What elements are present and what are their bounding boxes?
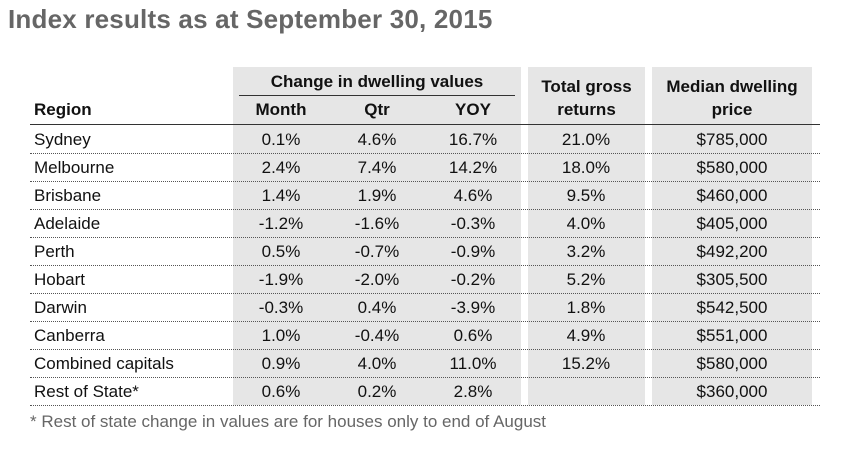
- total-gross-cell: 3.2%: [566, 242, 606, 261]
- region-cell: Brisbane: [34, 186, 102, 205]
- row-separator: [30, 405, 820, 406]
- month-cell: -1.9%: [258, 270, 304, 289]
- month-cell: 1.0%: [261, 326, 301, 345]
- median-price-cell: $360,000: [696, 382, 768, 401]
- qtr-cell: -0.4%: [354, 326, 400, 345]
- yoy-cell: 14.2%: [448, 158, 498, 177]
- change-group-header: Change in dwelling values: [270, 72, 484, 91]
- qtr-cell: -1.6%: [354, 214, 400, 233]
- table-row: Adelaide -1.2% -1.6% -0.3% 4.0% $405,000: [30, 210, 820, 238]
- month-cell: -1.2%: [258, 214, 304, 233]
- total-gross-cell: 9.5%: [566, 186, 606, 205]
- total-gross-header-line1: Total gross: [541, 77, 632, 96]
- table-row: Sydney 0.1% 4.6% 16.7% 21.0% $785,000: [30, 126, 820, 154]
- month-cell: 2.4%: [261, 158, 301, 177]
- yoy-header: YOY: [455, 100, 491, 119]
- month-cell: 0.6%: [261, 382, 301, 401]
- total-gross-cell: 5.2%: [566, 270, 606, 289]
- median-price-cell: $460,000: [696, 186, 768, 205]
- total-gross-cell: 4.0%: [566, 214, 606, 233]
- total-gross-cell: 18.0%: [561, 158, 611, 177]
- median-price-cell: $580,000: [696, 354, 768, 373]
- median-price-cell: $551,000: [696, 326, 768, 345]
- region-cell: Darwin: [34, 298, 87, 317]
- qtr-cell: -0.7%: [354, 242, 400, 261]
- footnote: * Rest of state change in values are for…: [30, 412, 546, 431]
- change-group-underline: [239, 95, 515, 96]
- qtr-cell: 0.2%: [357, 382, 397, 401]
- row-separator: [30, 349, 820, 350]
- region-cell: Combined capitals: [34, 354, 174, 373]
- yoy-cell: 4.6%: [453, 186, 493, 205]
- row-separator: [30, 209, 820, 210]
- table-row: Combined capitals 0.9% 4.0% 11.0% 15.2% …: [30, 350, 820, 378]
- month-cell: 1.4%: [261, 186, 301, 205]
- header-underline: [30, 124, 820, 125]
- yoy-cell: -0.3%: [450, 214, 496, 233]
- row-separator: [30, 181, 820, 182]
- change-values-shade: [233, 67, 521, 405]
- yoy-cell: 11.0%: [449, 354, 497, 373]
- table-row: Brisbane 1.4% 1.9% 4.6% 9.5% $460,000: [30, 182, 820, 210]
- median-price-cell: $492,200: [696, 242, 768, 261]
- region-cell: Melbourne: [34, 158, 115, 177]
- region-cell: Rest of State*: [34, 382, 139, 401]
- total-gross-header-line2: returns: [557, 100, 616, 119]
- region-cell: Hobart: [34, 270, 86, 289]
- page-title: Index results as at September 30, 2015: [8, 4, 493, 34]
- row-separator: [30, 265, 820, 266]
- qtr-cell: 1.9%: [357, 186, 397, 205]
- table-row: Rest of State* 0.6% 0.2% 2.8% $360,000: [30, 378, 820, 406]
- month-cell: 0.9%: [261, 354, 301, 373]
- row-separator: [30, 237, 820, 238]
- table-row: Canberra 1.0% -0.4% 0.6% 4.9% $551,000: [30, 322, 820, 350]
- month-header: Month: [255, 100, 307, 119]
- region-cell: Perth: [34, 242, 75, 261]
- region-cell: Adelaide: [34, 214, 101, 233]
- month-cell: -0.3%: [258, 298, 304, 317]
- yoy-cell: -0.9%: [450, 242, 496, 261]
- qtr-cell: -2.0%: [354, 270, 400, 289]
- table-row: Hobart -1.9% -2.0% -0.2% 5.2% $305,500: [30, 266, 820, 294]
- median-price-cell: $785,000: [696, 130, 768, 149]
- qtr-cell: 4.6%: [357, 130, 397, 149]
- row-separator: [30, 377, 820, 378]
- month-cell: 0.5%: [261, 242, 301, 261]
- month-cell: 0.1%: [261, 130, 301, 149]
- qtr-cell: 7.4%: [357, 158, 397, 177]
- yoy-cell: 0.6%: [453, 326, 493, 345]
- yoy-cell: 16.7%: [448, 130, 498, 149]
- region-header: Region: [34, 100, 92, 119]
- total-gross-shade: [528, 67, 645, 405]
- yoy-cell: 2.8%: [453, 382, 493, 401]
- median-price-shade: [652, 67, 812, 405]
- yoy-cell: -3.9%: [450, 298, 496, 317]
- row-separator: [30, 293, 820, 294]
- table-row: Melbourne 2.4% 7.4% 14.2% 18.0% $580,000: [30, 154, 820, 182]
- row-separator: [30, 321, 820, 322]
- median-price-cell: $542,500: [696, 298, 768, 317]
- qtr-header: Qtr: [364, 100, 390, 119]
- total-gross-cell: 4.9%: [566, 326, 606, 345]
- total-gross-cell: [526, 378, 646, 405]
- median-price-cell: $305,500: [696, 270, 768, 289]
- row-separator: [30, 153, 820, 154]
- median-price-cell: $580,000: [696, 158, 768, 177]
- median-header-line2: price: [711, 100, 753, 119]
- table-row: Darwin -0.3% 0.4% -3.9% 1.8% $542,500: [30, 294, 820, 322]
- region-cell: Sydney: [34, 130, 91, 149]
- total-gross-cell: 21.0%: [561, 130, 611, 149]
- median-header-line1: Median dwelling: [666, 77, 798, 96]
- qtr-cell: 0.4%: [357, 298, 397, 317]
- total-gross-cell: 1.8%: [566, 298, 606, 317]
- yoy-cell: -0.2%: [450, 270, 496, 289]
- region-cell: Canberra: [34, 326, 105, 345]
- qtr-cell: 4.0%: [357, 354, 397, 373]
- median-price-cell: $405,000: [696, 214, 768, 233]
- total-gross-cell: 15.2%: [561, 354, 611, 373]
- table-row: Perth 0.5% -0.7% -0.9% 3.2% $492,200: [30, 238, 820, 266]
